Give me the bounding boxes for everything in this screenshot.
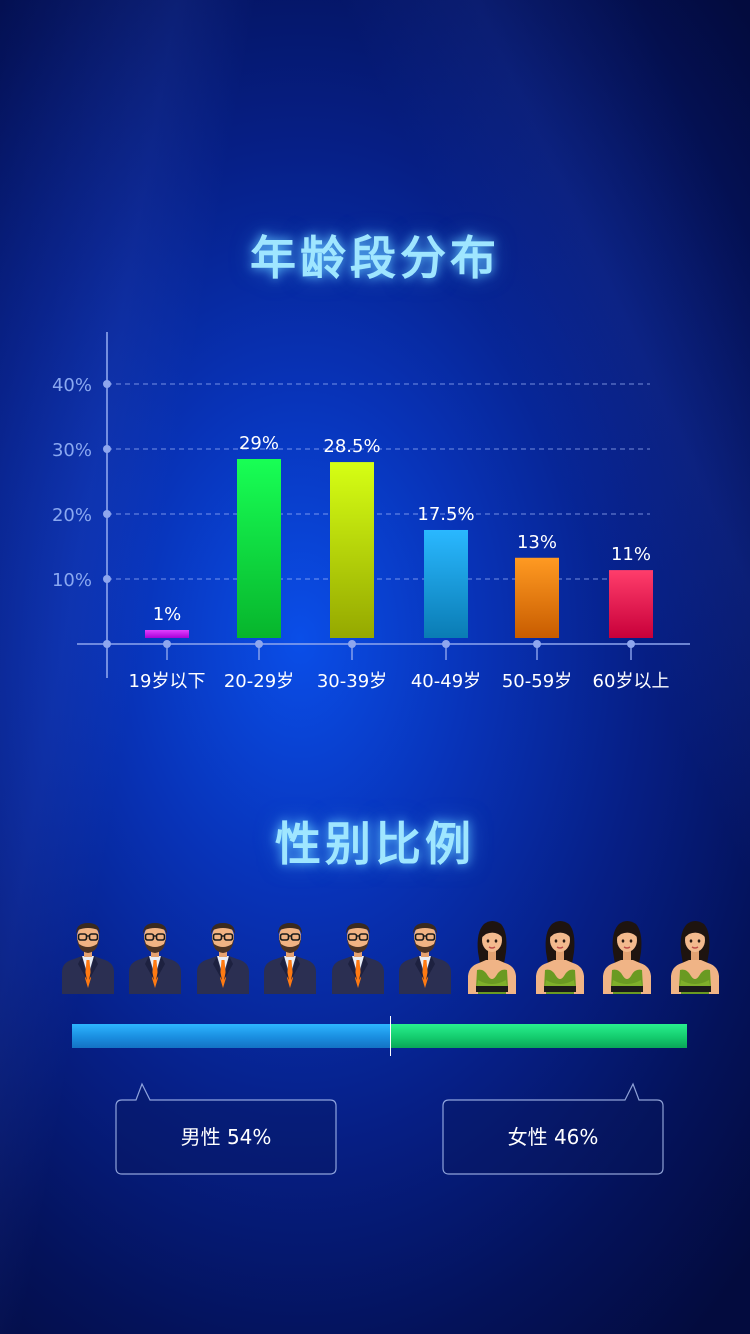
female-person-icon [667,918,723,994]
data-label: 28.5% [323,436,380,457]
x-tick-dot [163,640,171,648]
female-person-icon [532,918,588,994]
x-tick-dot [627,640,635,648]
age-bar-chart: 10% 20% 30% 40% 1% 19岁以下 29% 20-29岁 28.5% 30-39岁… [52,332,690,692]
female-callout: 女性 46% [442,1082,664,1175]
axis-origin-dot [103,640,111,648]
x-tick-dot [442,640,450,648]
male-callout: 男性 54% [115,1082,337,1175]
bar-0 [145,630,189,638]
bar-2 [330,462,374,638]
category-label: 30-39岁 [317,671,387,692]
female-ratio-segment [390,1024,687,1048]
y-tick-label: 10% [52,570,92,591]
data-label: 17.5% [417,504,474,525]
x-tick-dot [255,640,263,648]
bar-3 [424,529,468,638]
male-person-icon [127,918,183,994]
bar-5 [609,570,653,638]
data-label: 29% [239,433,279,454]
male-percentage-label: 男性 54% [180,1125,272,1149]
category-label: 20-29岁 [224,671,294,692]
ratio-divider [390,1016,391,1056]
male-ratio-segment [72,1024,390,1048]
x-tick-dot [348,640,356,648]
category-label: 60岁以上 [593,671,670,692]
data-label: 1% [153,604,182,625]
data-label: 13% [517,532,557,553]
female-person-icon [464,918,520,994]
male-callout-frame [115,1082,337,1175]
male-person-icon [60,918,116,994]
x-tick-dot [533,640,541,648]
age-distribution-title: 年龄段分布 [250,231,500,285]
category-label: 40-49岁 [411,671,481,692]
data-label: 11% [611,544,651,565]
male-person-icon [397,918,453,994]
male-person-icon [330,918,386,994]
female-person-icon [599,918,655,994]
gender-ratio-title: 性别比例 [275,817,475,871]
bar-1 [237,459,281,638]
bar-4 [515,557,559,638]
male-person-icon [262,918,318,994]
category-label: 50-59岁 [502,671,572,692]
y-tick-label: 30% [52,440,92,461]
people-icons-row [60,918,719,996]
gender-ratio-bar [72,1016,687,1056]
category-label: 19岁以下 [129,671,206,692]
male-person-icon [195,918,251,994]
y-tick-label: 20% [52,505,92,526]
female-percentage-label: 女性 46% [507,1125,599,1149]
y-tick-label: 40% [52,375,92,396]
female-callout-frame [442,1082,664,1175]
